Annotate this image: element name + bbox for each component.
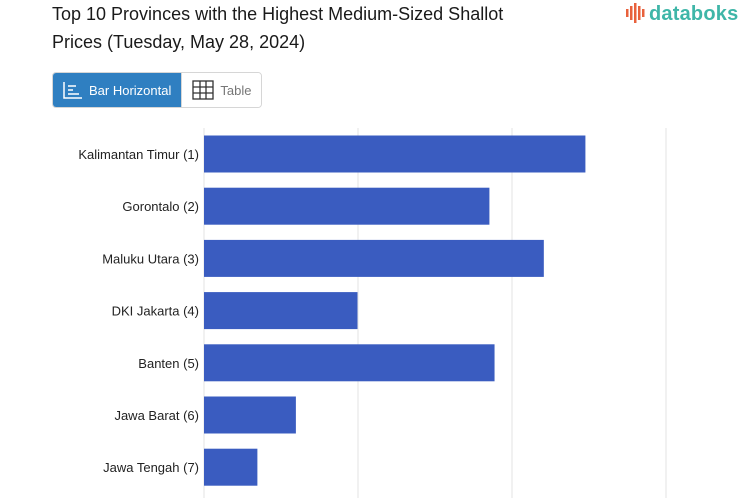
bars (204, 135, 586, 486)
bar-2[interactable] (204, 187, 490, 225)
bar-3[interactable] (204, 239, 544, 277)
bar-7[interactable] (204, 448, 258, 486)
bar-6[interactable] (204, 396, 296, 434)
category-labels: Kalimantan Timur (1) Gorontalo (2) Maluku … (78, 147, 199, 475)
databoks-logo: databoks (626, 2, 738, 26)
view-toggle: Bar Horizontal Table (52, 72, 263, 108)
table-label: Table (220, 82, 252, 98)
category-label-1: Kalimantan Timur (1) (78, 147, 199, 162)
bar-chart-icon (63, 82, 82, 99)
table-tab[interactable]: Table (181, 73, 262, 107)
bar-horizontal-label: Bar Horizontal (89, 82, 172, 98)
brand-name: databoks (649, 2, 739, 25)
category-label-5: Banten (5) (138, 356, 199, 371)
category-label-7: Jawa Tengah (7) (103, 460, 199, 475)
chart-title: Top 10 Provinces with the Highest Medium… (52, 0, 572, 56)
category-label-2: Gorontalo (2) (122, 199, 199, 214)
bar-horizontal-tab[interactable]: Bar Horizontal (53, 73, 182, 107)
category-label-6: Jawa Barat (6) (114, 408, 199, 423)
table-icon (192, 80, 215, 100)
category-label-3: Maluku Utara (3) (102, 251, 199, 266)
logo-bars-icon (626, 3, 645, 23)
chart-title-line-1: Top 10 Provinces with the Highest Medium… (52, 4, 504, 24)
bar-4[interactable] (204, 292, 358, 330)
category-label-4: DKI Jakarta (4) (112, 304, 199, 319)
bar-5[interactable] (204, 344, 495, 382)
chart-title-line-2: Prices (Tuesday, May 28, 2024) (52, 32, 306, 52)
bar-1[interactable] (204, 135, 586, 173)
